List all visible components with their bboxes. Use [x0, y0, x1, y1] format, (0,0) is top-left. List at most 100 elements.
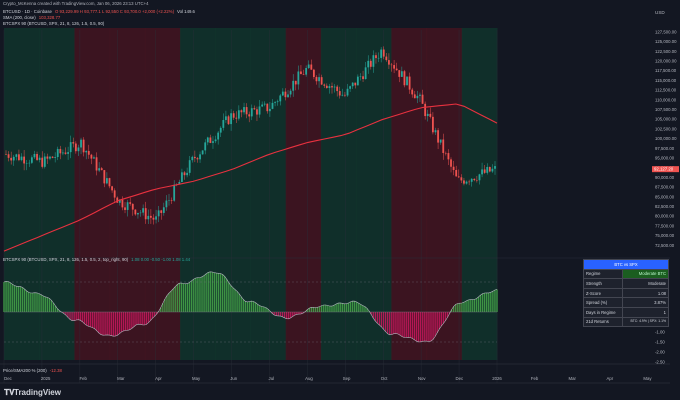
candle [183, 172, 186, 176]
candle [237, 110, 240, 119]
candle [147, 215, 150, 220]
candle [475, 180, 478, 181]
candle [331, 86, 333, 88]
candle [447, 153, 450, 160]
tradingview-logo[interactable]: 𝐓𝐕TradingView [4, 388, 61, 397]
candle [408, 76, 411, 90]
candle [377, 57, 380, 59]
last-price-label: 92,127.20 [654, 167, 674, 172]
candle [478, 174, 481, 181]
candle [108, 178, 111, 187]
candle [124, 207, 126, 210]
candle [173, 184, 176, 201]
candle [279, 95, 282, 102]
candle [5, 154, 7, 155]
time-tick: Sep [343, 376, 351, 381]
candle [351, 82, 354, 87]
candle [178, 181, 181, 185]
candle [388, 60, 390, 65]
candle [62, 152, 64, 154]
regime-table: BTC vs SPX Regime Moderate BTC Strength Mo… [582, 259, 669, 328]
time-tick: Nov [418, 376, 426, 381]
table-row: Regime Moderate BTC [582, 268, 669, 280]
sma-label[interactable]: SMA (200, close) [3, 15, 36, 20]
candle [434, 130, 437, 133]
price-tick: 82,500.00 [655, 204, 675, 209]
candle [281, 91, 284, 96]
candle [287, 94, 289, 98]
regime-zone [250, 28, 287, 360]
last-price-bg [652, 166, 679, 173]
candle [28, 162, 31, 164]
lower-legend: Price/SMA200 % (200) -12.38 [3, 368, 65, 374]
candle [222, 120, 225, 128]
candle [30, 157, 33, 163]
time-tick: Feb [531, 376, 539, 381]
price-axis: USD 127,500.00 125,000.00 122,500.00 120,000… [652, 10, 679, 248]
sma-value: 103,328.77 [38, 15, 61, 20]
time-tick: Dec [456, 376, 464, 381]
candle [191, 156, 194, 161]
pane-separators [0, 363, 670, 384]
candle [232, 113, 235, 118]
price-tick: 115,000.00 [655, 78, 677, 83]
candle [395, 68, 398, 71]
candle [450, 159, 452, 167]
time-tick: Aug [305, 376, 313, 381]
candle [289, 90, 292, 95]
time-tick: Oct [381, 376, 388, 381]
footer-bar [0, 385, 680, 400]
candle [258, 106, 261, 115]
lower-value: -12.38 [49, 368, 62, 373]
candle [131, 203, 134, 210]
candle [468, 181, 471, 183]
candle [382, 49, 385, 57]
candle [305, 67, 308, 75]
candle [46, 156, 49, 159]
candle [437, 130, 439, 143]
candle [152, 217, 155, 220]
candle [256, 109, 258, 115]
time-axis: Dec 2025 Feb Mar Apr May Jun Jul Aug Sep Oct Nov Dec… [4, 376, 652, 381]
candle [465, 181, 468, 184]
time-tick: Jul [269, 376, 275, 381]
time-tick: Mar [569, 376, 577, 381]
candle [452, 166, 455, 170]
time-tick: May [643, 376, 652, 381]
candles [5, 46, 496, 225]
lower-label[interactable]: Price/SMA200 % (200) [3, 368, 47, 373]
candle [204, 142, 207, 151]
candle [274, 102, 276, 103]
candle [144, 208, 147, 220]
price-tick: 105,000.00 [655, 117, 677, 122]
candle [18, 154, 20, 161]
candle [235, 117, 238, 119]
candle [217, 132, 220, 140]
candle [421, 94, 424, 104]
candle [90, 154, 93, 159]
candle [225, 116, 227, 121]
symbol-title[interactable]: BTCUSD · 1D · Coinbase [3, 9, 52, 14]
candle [375, 55, 377, 59]
candle [188, 160, 191, 173]
candle [393, 65, 395, 69]
candle [359, 76, 362, 77]
candle [444, 152, 447, 154]
candle [300, 71, 302, 75]
price-tick: 110,000.00 [655, 97, 677, 102]
candle [51, 156, 54, 158]
candle [297, 71, 300, 85]
candle [364, 67, 367, 80]
pane-label[interactable]: BTCSPX 90 (BTCUSD, SPX, 21, 8, 126, 1.5,… [3, 257, 129, 262]
table-row: 21d Returns BTC: 4.9% | SPX: 1.1% [582, 316, 669, 328]
candle [460, 177, 463, 181]
indicator-legend[interactable]: BTCSPX 90 (BTCUSD, SPX, 21, 8, 126, 1.5,… [3, 21, 105, 26]
candle [333, 86, 336, 88]
candle [106, 178, 108, 184]
candle [64, 152, 67, 154]
osc-tick: -2.00 [655, 350, 665, 355]
candle [302, 74, 305, 75]
candle [390, 64, 393, 66]
candle [325, 85, 328, 88]
